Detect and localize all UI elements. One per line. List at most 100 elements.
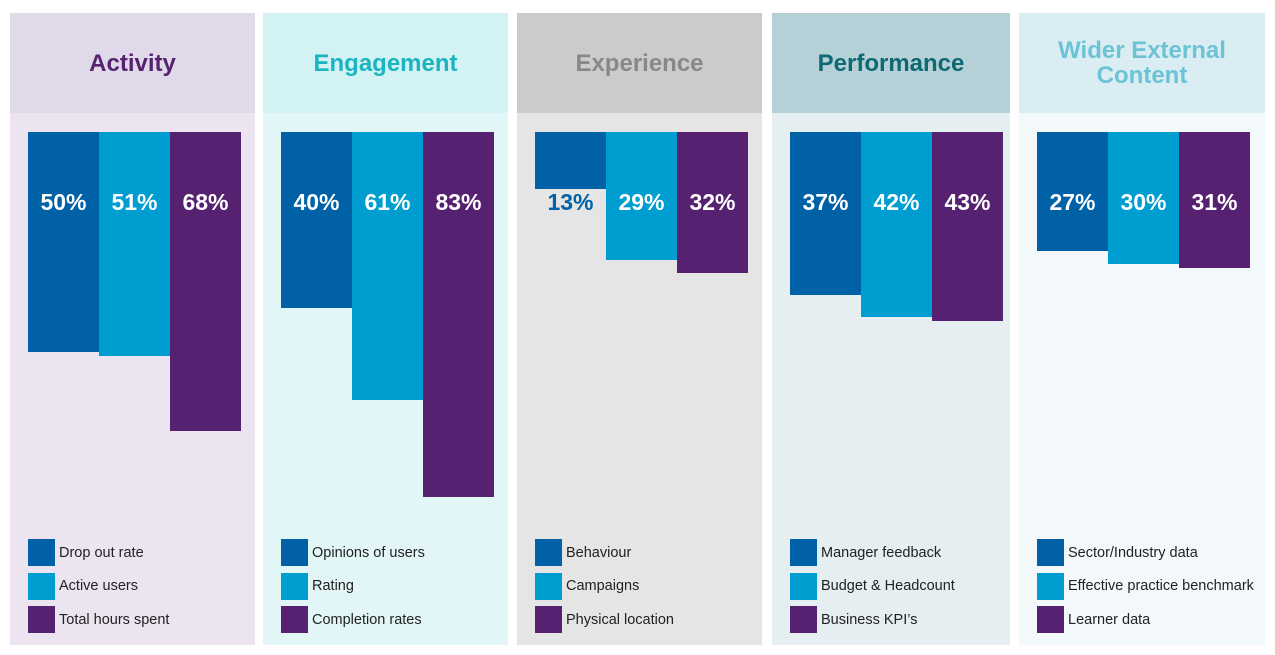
legend-swatch <box>28 572 55 600</box>
bar <box>170 132 241 432</box>
legend-item: Completion rates <box>281 603 425 637</box>
data-label: 29% <box>618 189 665 215</box>
legend-swatch <box>790 606 817 634</box>
bar <box>677 132 748 273</box>
legend-swatch <box>281 606 308 634</box>
data-label: 30% <box>1120 189 1167 215</box>
legend-label: Campaigns <box>566 578 640 595</box>
bar <box>28 132 99 352</box>
legend-item: Opinions of users <box>281 536 425 570</box>
legend-swatch <box>281 539 308 567</box>
bar-group: 27% 30% 31% <box>1037 132 1250 532</box>
legend-label: Manager feedback <box>821 544 942 561</box>
legend-swatch <box>535 606 562 634</box>
panel-performance: Performance 37% 42% 43% Manager feedback Budg… <box>772 13 1010 645</box>
panel-body: 13% 29% 32% Behaviour Campaigns Physical loca… <box>517 113 762 645</box>
legend: Opinions of users Rating Completion rates <box>281 536 425 637</box>
legend-label: Drop out rate <box>59 544 144 561</box>
bar <box>932 132 1003 322</box>
legend-label: Behaviour <box>566 544 632 561</box>
data-label: 50% <box>40 189 87 215</box>
legend-swatch <box>1037 606 1064 634</box>
legend-label: Budget & Headcount <box>821 578 955 595</box>
legend-swatch <box>790 539 817 567</box>
legend-swatch <box>28 539 55 567</box>
legend: Drop out rate Active users Total hours spe… <box>28 536 169 637</box>
data-label: 37% <box>802 189 849 215</box>
legend-swatch <box>535 539 562 567</box>
legend-swatch <box>535 572 562 600</box>
legend-item: Business KPI’s <box>790 603 955 637</box>
panel-body: 50% 51% 68% Drop out rate Active users Total … <box>10 113 255 645</box>
bar-group: 13% 29% 32% <box>535 132 748 532</box>
bar <box>352 132 423 401</box>
legend-item: Sector/Industry data <box>1037 536 1254 570</box>
legend-swatch <box>1037 539 1064 567</box>
bar <box>1179 132 1250 269</box>
panel-title: Activity <box>10 13 255 113</box>
data-label: 68% <box>182 189 229 215</box>
legend-label: Completion rates <box>312 611 422 628</box>
legend-label: Learner data <box>1068 611 1151 628</box>
legend-item: Behaviour <box>535 536 674 570</box>
legend-swatch <box>28 606 55 634</box>
data-label: 61% <box>364 189 411 215</box>
bar-group: 37% 42% 43% <box>790 132 1003 532</box>
legend-item: Learner data <box>1037 603 1254 637</box>
legend-label: Active users <box>59 578 138 595</box>
bar <box>861 132 932 317</box>
panel-engagement: Engagement 40% 61% 83% Opinions of users Rati… <box>263 13 508 645</box>
data-label: 31% <box>1191 189 1238 215</box>
bar <box>423 132 494 498</box>
legend-item: Drop out rate <box>28 536 169 570</box>
bar <box>281 132 352 308</box>
panel-title: Engagement <box>263 13 508 113</box>
legend-label: Total hours spent <box>59 611 170 628</box>
panel-activity: Activity 50% 51% 68% Drop out rate Active use… <box>10 13 255 645</box>
panel-body: 27% 30% 31% Sector/Industry data Effective p… <box>1019 113 1265 645</box>
data-label: 32% <box>689 189 736 215</box>
legend-label: Opinions of users <box>312 544 425 561</box>
data-label: 42% <box>873 189 920 215</box>
legend-item: Active users <box>28 570 169 604</box>
panel-body: 37% 42% 43% Manager feedback Budget & Headco… <box>772 113 1010 645</box>
legend-label: Effective practice benchmark <box>1068 578 1254 595</box>
legend: Sector/Industry data Effective practice b… <box>1037 536 1254 637</box>
bar-group: 50% 51% 68% <box>28 132 241 532</box>
panel-experience: Experience 13% 29% 32% Behaviour Campaigns Phy… <box>517 13 762 645</box>
legend-swatch <box>281 572 308 600</box>
panel-title: Wider External Content <box>1019 13 1265 113</box>
legend-item: Campaigns <box>535 570 674 604</box>
panel-title: Performance <box>772 13 1010 113</box>
bar-group: 40% 61% 83% <box>281 132 494 532</box>
legend: Behaviour Campaigns Physical location <box>535 536 674 637</box>
data-label: 40% <box>293 189 340 215</box>
bar <box>790 132 861 295</box>
data-label: 83% <box>435 189 482 215</box>
data-label: 43% <box>944 189 991 215</box>
legend-swatch <box>790 572 817 600</box>
bar <box>1037 132 1108 251</box>
bar <box>99 132 170 357</box>
panel-wider-external-content: Wider External Content 27% 30% 31% Sector/In… <box>1019 13 1265 645</box>
bar <box>606 132 677 260</box>
panel-body: 40% 61% 83% Opinions of users Rating Completi… <box>263 113 508 645</box>
legend-swatch <box>1037 572 1064 600</box>
legend-item: Effective practice benchmark <box>1037 570 1254 604</box>
bar <box>1108 132 1179 264</box>
legend-label: Physical location <box>566 611 674 628</box>
legend-label: Rating <box>312 578 354 595</box>
legend-item: Physical location <box>535 603 674 637</box>
legend-item: Manager feedback <box>790 536 955 570</box>
legend: Manager feedback Budget & Headcount Busine… <box>790 536 955 637</box>
panel-title: Experience <box>517 13 762 113</box>
legend-label: Sector/Industry data <box>1068 544 1198 561</box>
data-label: 51% <box>111 189 158 215</box>
data-label: 13% <box>547 189 594 215</box>
legend-item: Total hours spent <box>28 603 169 637</box>
legend-item: Rating <box>281 570 425 604</box>
legend-label: Business KPI’s <box>821 611 918 628</box>
legend-item: Budget & Headcount <box>790 570 955 604</box>
data-label: 27% <box>1049 189 1096 215</box>
bar <box>535 132 606 190</box>
